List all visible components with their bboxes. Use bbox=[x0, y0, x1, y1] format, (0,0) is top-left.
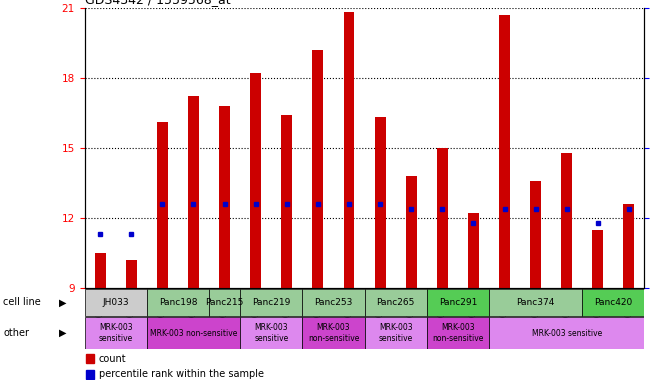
Text: JH033: JH033 bbox=[102, 298, 129, 307]
Text: GDS4342 / 1559568_at: GDS4342 / 1559568_at bbox=[85, 0, 230, 7]
Bar bbox=[95, 253, 105, 288]
Text: Panc253: Panc253 bbox=[314, 298, 353, 307]
Bar bbox=[427, 318, 489, 349]
Bar bbox=[209, 289, 240, 316]
Bar bbox=[624, 204, 634, 288]
Text: Panc265: Panc265 bbox=[376, 298, 415, 307]
Text: Panc374: Panc374 bbox=[516, 298, 555, 307]
Bar bbox=[489, 318, 644, 349]
Bar bbox=[126, 260, 137, 288]
Bar bbox=[86, 354, 94, 363]
Text: Panc198: Panc198 bbox=[159, 298, 197, 307]
Bar bbox=[344, 12, 354, 288]
Bar bbox=[499, 15, 510, 288]
Bar bbox=[240, 289, 302, 316]
Text: count: count bbox=[99, 354, 126, 364]
Text: Panc215: Panc215 bbox=[206, 298, 243, 307]
Bar bbox=[437, 148, 448, 288]
Bar bbox=[240, 318, 302, 349]
Bar bbox=[375, 118, 385, 288]
Text: Panc291: Panc291 bbox=[439, 298, 477, 307]
Bar bbox=[86, 370, 94, 379]
Bar bbox=[312, 50, 324, 288]
Bar bbox=[365, 318, 427, 349]
Bar bbox=[147, 289, 209, 316]
Text: MRK-003
sensitive: MRK-003 sensitive bbox=[378, 323, 413, 343]
Bar bbox=[85, 318, 147, 349]
Bar bbox=[489, 289, 582, 316]
Text: ▶: ▶ bbox=[59, 297, 66, 308]
Bar bbox=[592, 230, 603, 288]
Bar bbox=[427, 289, 489, 316]
Text: percentile rank within the sample: percentile rank within the sample bbox=[99, 369, 264, 379]
Bar bbox=[582, 289, 644, 316]
Text: other: other bbox=[3, 328, 29, 338]
Bar bbox=[250, 73, 261, 288]
Bar bbox=[302, 318, 365, 349]
Text: ▶: ▶ bbox=[59, 328, 66, 338]
Bar bbox=[188, 96, 199, 288]
Text: MRK-003
non-sensitive: MRK-003 non-sensitive bbox=[432, 323, 484, 343]
Bar bbox=[530, 180, 541, 288]
Bar bbox=[365, 289, 427, 316]
Bar bbox=[406, 176, 417, 288]
Bar bbox=[468, 213, 479, 288]
Bar bbox=[302, 289, 365, 316]
Bar bbox=[85, 289, 147, 316]
Bar bbox=[561, 152, 572, 288]
Text: MRK-003 sensitive: MRK-003 sensitive bbox=[532, 329, 602, 338]
Bar bbox=[281, 115, 292, 288]
Text: MRK-003 non-sensitive: MRK-003 non-sensitive bbox=[150, 329, 237, 338]
Text: MRK-003
sensitive: MRK-003 sensitive bbox=[254, 323, 288, 343]
Text: MRK-003
non-sensitive: MRK-003 non-sensitive bbox=[308, 323, 359, 343]
Text: MRK-003
sensitive: MRK-003 sensitive bbox=[98, 323, 133, 343]
Bar bbox=[147, 318, 240, 349]
Bar bbox=[219, 106, 230, 288]
Text: Panc420: Panc420 bbox=[594, 298, 633, 307]
Bar bbox=[157, 122, 168, 288]
Text: cell line: cell line bbox=[3, 297, 41, 308]
Text: Panc219: Panc219 bbox=[252, 298, 290, 307]
